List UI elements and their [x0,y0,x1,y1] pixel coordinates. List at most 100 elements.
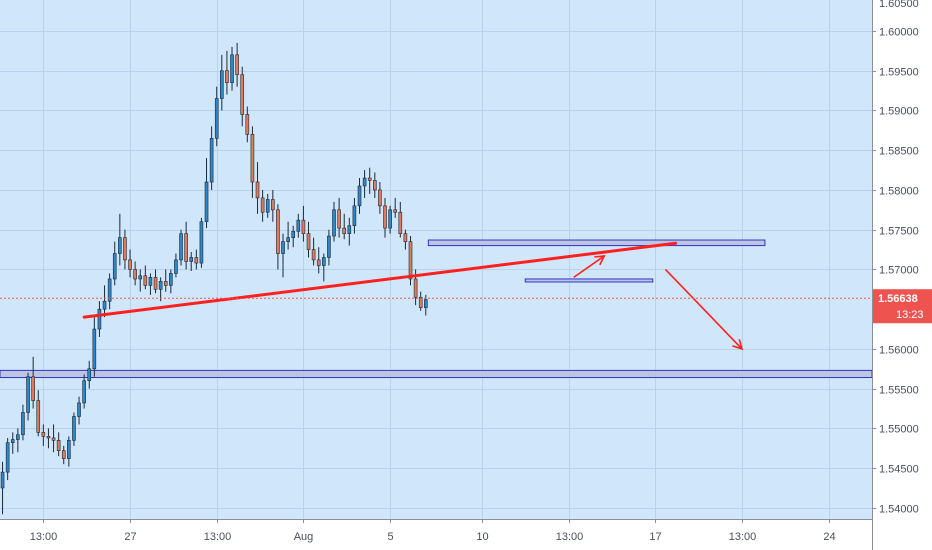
candle-body-51 [260,197,265,213]
resistance-zone-upper[interactable] [427,239,766,247]
candle-body-26 [133,269,137,280]
drawings [0,241,872,351]
plot-background[interactable] [0,0,872,519]
candle-body-48 [245,114,250,135]
x-tick-label-3: Aug [294,531,314,543]
down-arrow-shaft[interactable] [664,268,743,350]
price-axis[interactable] [872,0,932,550]
candle-body-70 [357,185,362,207]
candle-body-27 [138,275,143,280]
candle-body-19 [97,308,102,330]
y-axis: 1.60000 1.59500 1.59000 1.58500 1.58000 1.575… [872,0,919,516]
candle-body-40 [204,181,209,223]
candle-body-65 [332,209,336,237]
candle-body-0 [0,471,5,489]
candle-body-29 [148,277,153,286]
candle-body-57 [291,230,296,238]
candle-body-18 [92,328,97,370]
candle-body-1 [5,442,10,473]
y-tick-label-6: 1.57000 [879,265,919,277]
candle-body-72 [367,177,372,181]
candle-body-2 [10,439,15,443]
y-tick-label-5: 1.57500 [879,226,919,238]
up-arrow-head[interactable] [594,254,606,266]
candle-body-35 [179,233,183,261]
up-arrow-shaft[interactable] [573,255,605,279]
candle-body-58 [296,219,301,232]
candle-body-81 [413,278,418,298]
x-tick-label-8: 13:00 [729,531,757,543]
price-tag-countdown: 13:23 [896,309,924,321]
candle-body-33 [169,273,173,286]
candle-body-52 [265,199,270,213]
candle-body-60 [306,233,311,250]
candle-body-73 [373,180,377,191]
candle-body-38 [194,257,199,264]
candle-body-56 [286,237,290,242]
y-tick-label-4: 1.58000 [879,186,919,198]
candle-body-71 [362,177,367,187]
candle-body-23 [118,237,122,254]
candle-body-11 [56,440,61,451]
candle-body-68 [347,225,352,234]
candle-body-59 [301,219,306,234]
candle-body-34 [174,259,178,274]
candle-body-45 [230,54,234,83]
x-tick-label-5: 10 [476,531,488,543]
candle-body-64 [327,235,331,258]
candle-body-44 [225,70,229,83]
y-tick-label-0: 1.60000 [879,27,919,39]
candle-body-25 [128,259,132,270]
candle-body-39 [199,221,204,264]
x-tick-label-4: 5 [387,531,393,543]
candle-body-30 [153,277,158,290]
trendline[interactable] [82,241,678,319]
candle-body-21 [107,278,112,302]
candle-body-77 [393,209,398,213]
candle-body-16 [82,380,86,404]
x-axis: 13:00 27 13:00 Aug 5 10 13:00 17 13:00 24 [30,519,836,543]
candle-body-62 [316,259,321,266]
candle-body-78 [398,211,403,234]
x-tick-label-1: 27 [124,531,136,543]
candle-body-28 [143,275,148,286]
time-axis[interactable] [0,519,872,550]
candle-body-22 [112,253,117,280]
candle-body-13 [67,440,71,459]
candle-body-49 [250,134,255,183]
candle-body-61 [311,249,316,261]
candle-body-6 [31,376,35,401]
candle-body-17 [87,368,92,382]
support-zone-lower[interactable] [0,369,873,379]
candle-body-63 [322,257,326,266]
candle-body-10 [51,437,56,441]
x-tick-label-6: 13:00 [556,531,584,543]
candle-body-47 [240,74,245,115]
candle-body-5 [26,376,30,413]
candle-body-76 [388,209,392,229]
y-tick-label-10: 1.54500 [879,464,919,476]
candle-body-4 [21,412,25,436]
price-tag-bg [873,289,932,324]
candle-body-80 [408,241,413,280]
candle-body-67 [342,227,347,234]
candle-body-75 [383,205,387,229]
candle-body-55 [281,241,285,254]
candle-body-69 [352,205,357,227]
x-tick-label-7: 17 [649,531,661,543]
y-tick-label-top: 1.60500 [879,0,919,10]
grid [0,0,872,519]
down-arrow-head[interactable] [732,339,744,351]
small-zone[interactable] [524,278,654,283]
candle-body-79 [403,233,408,242]
y-tick-label-1: 1.59500 [879,67,919,79]
candle-body-20 [102,300,107,310]
candle-body-74 [378,189,382,207]
candle-body-43 [220,70,224,99]
candle-body-54 [276,209,280,254]
candle-body-15 [77,402,81,417]
candle-body-9 [46,436,51,439]
candle-body-12 [61,450,66,459]
x-tick-label-0: 13:00 [30,531,58,543]
